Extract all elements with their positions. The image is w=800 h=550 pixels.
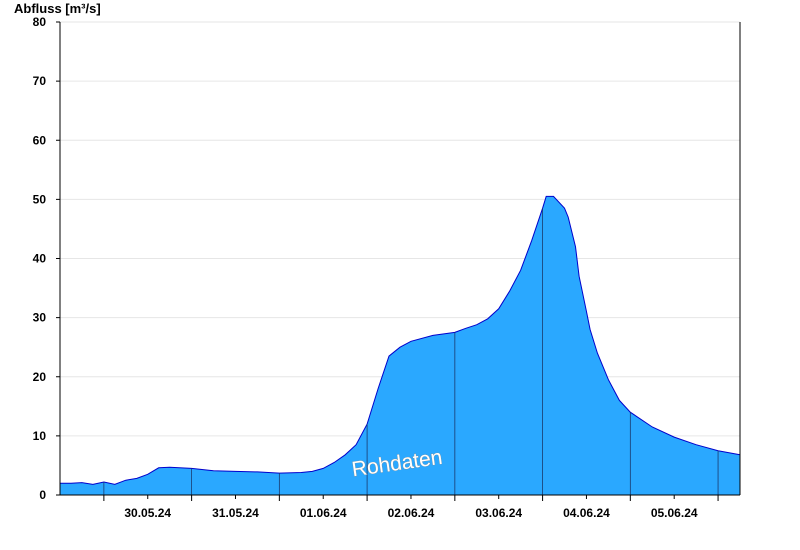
y-tick-label: 20 — [33, 370, 47, 384]
x-tick-label: 05.06.24 — [651, 506, 698, 520]
discharge-area — [60, 196, 740, 495]
y-tick-label: 10 — [33, 429, 47, 443]
y-tick-label: 70 — [33, 74, 47, 88]
x-axis-ticks: 30.05.24 31.05.24 01.06.24 02.06.24 03.06.24… — [124, 495, 698, 520]
x-tick-label: 03.06.24 — [475, 506, 522, 520]
x-tick-label: 02.06.24 — [388, 506, 435, 520]
x-tick-label: 31.05.24 — [212, 506, 259, 520]
x-tick-label: 04.06.24 — [563, 506, 610, 520]
y-tick-label: 60 — [33, 133, 47, 147]
y-axis-ticks: 0 10 20 30 40 50 60 70 80 — [33, 15, 60, 502]
y-tick-label: 80 — [33, 15, 47, 29]
discharge-outline — [60, 195, 741, 485]
grid — [60, 21, 740, 437]
y-tick-label: 40 — [33, 252, 47, 266]
day-dividers — [103, 208, 719, 501]
x-tick-label: 30.05.24 — [124, 506, 171, 520]
y-tick-label: 0 — [39, 488, 46, 502]
y-axis-title: Abfluss [m³/s] — [14, 1, 101, 16]
y-tick-label: 30 — [33, 311, 47, 325]
x-tick-label: 01.06.24 — [300, 506, 347, 520]
y-tick-label: 50 — [33, 192, 47, 206]
